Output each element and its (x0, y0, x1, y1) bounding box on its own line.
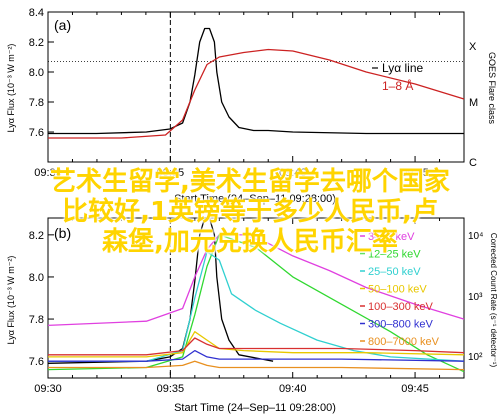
panel-b-legend-entry-4: 100–300 keV (368, 301, 433, 313)
panel-a-series-1-8 (48, 48, 465, 139)
panel-a-right-label: GOES Flare class (487, 52, 497, 125)
panel-a-right-tick-m: M (469, 97, 478, 109)
panel-b-xlabel: Start Time (24–Sep–11 09:28:00) (174, 402, 336, 414)
panel-b-right-label: Corrected Count Rate (s⁻¹ detector⁻¹) (489, 233, 498, 368)
panel-b-legend-entry-3: 50–100 keV (368, 284, 427, 296)
panel-a-frame (47, 11, 465, 163)
panel-b-series-50-100-kev (48, 331, 465, 358)
panel-a-ylabel: Lyα Flux (10⁻³ W m⁻²) (6, 44, 16, 133)
panel-b-ytick-label: 8.0 (29, 272, 44, 284)
panel-b-frame (47, 217, 465, 379)
panel-a-xtick-label: 09:40 (279, 167, 307, 179)
panel-b-legend-entry-0: 3–12 keV (368, 231, 415, 243)
panel-b-ticks: 09:30 09:35 09:40 09:45 7.6 7.8 8.0 8.2 (29, 218, 465, 395)
panel-a-legend-entry-1: 1–8 Å (382, 78, 413, 93)
panel-a-ytick-label: 7.8 (29, 97, 44, 109)
panel-b-legend-entry-6: 800–7000 keV (368, 336, 440, 348)
panel-b-legend-entry-2: 25–50 keV (368, 266, 421, 278)
panel-a-ticks: 09:30 09:35 09:40 09:45 7.6 7.8 8.0 8.2 8.4 (29, 7, 465, 179)
panel-b: 09:30 09:35 09:40 09:45 7.6 7.8 8.0 8.2 (b) Lyα… (6, 217, 498, 414)
panel-a-legend-entry-0: Lyα line (382, 61, 424, 75)
panel-b-series-100-300-kev (48, 337, 465, 356)
panel-b-series-3-12-kev (47, 234, 465, 327)
panel-b-xtick-label: 09:35 (157, 383, 185, 395)
panel-b-ytick-label: 8.2 (29, 230, 44, 242)
panel-a-series (48, 27, 465, 139)
panel-a-xlabel: Start Time (24–Sep–11 09:28:00) (174, 193, 336, 205)
panel-a-markers (48, 12, 464, 162)
panel-b-right-tick-2: 10² (468, 352, 483, 363)
panel-b-ylabel: Lyα Flux (10⁻³ W m⁻²) (6, 256, 16, 345)
panel-a-xtick-label: 09:35 (157, 167, 185, 179)
panel-b-series-ly-line (47, 217, 274, 364)
panel-a-ytick-label: 7.6 (29, 127, 44, 139)
panel-b-right-tick-1: 10³ (468, 292, 483, 303)
panel-b-ytick-label: 7.8 (29, 314, 44, 326)
panel-b-xtick-label: 09:40 (279, 383, 307, 395)
panel-b-legend-entry-1: 12–25 keV (368, 249, 421, 261)
panel-b-xtick-label: 09:30 (34, 383, 62, 395)
panel-a-series-ly-line (48, 27, 464, 135)
panel-a: 09:30 09:35 09:40 09:457.67.88.08.28.4 (a) … (6, 7, 497, 205)
panel-a-ytick-label: 8.2 (29, 37, 44, 49)
panel-b-legend-entry-5: 300–800 keV (368, 319, 433, 331)
panel-b-xtick-label: 09:45 (401, 383, 429, 395)
panel-a-right-tick-c: C (469, 157, 477, 169)
panel-a-letter: (a) (54, 17, 71, 33)
panel-b-series-12-25-kev (47, 234, 465, 373)
panel-b-right-tick-0: 10⁴ (468, 231, 483, 242)
panel-b-letter: (b) (54, 225, 71, 241)
panel-b-ytick-label: 7.6 (29, 356, 44, 368)
panel-b-series-300-800-kev (48, 349, 465, 362)
panel-a-ytick-label: 8.4 (29, 7, 44, 19)
panel-a-xtick-label: 09:30 (34, 167, 62, 179)
panel-a-xtick-label: 09:45 (401, 167, 429, 179)
panel-a-ytick-label: 8.0 (29, 67, 44, 79)
panel-b-legend: 3–12 keV 12–25 keV 25–50 keV 50–100 keV 100–… (360, 231, 440, 348)
panel-b-series-800-7000-kev (48, 360, 465, 371)
panel-a-right-tick-x: X (469, 41, 477, 53)
panel-b-series (47, 217, 465, 373)
